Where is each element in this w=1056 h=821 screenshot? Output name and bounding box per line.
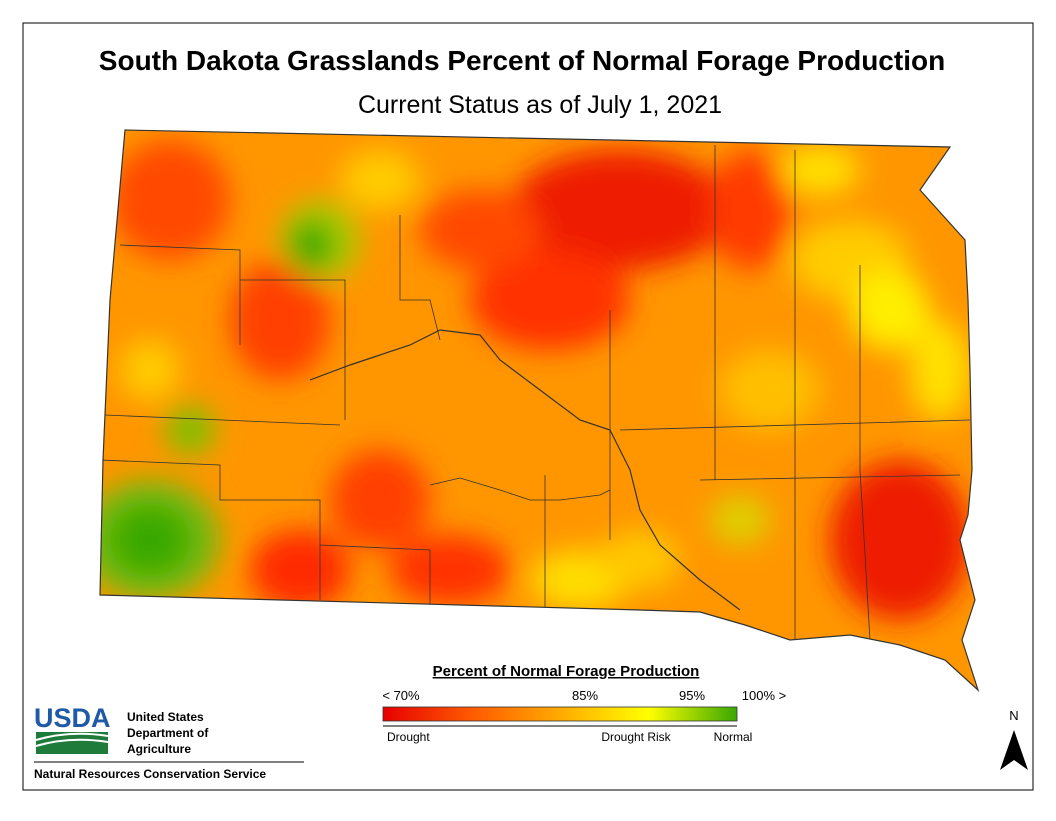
state-outline <box>99 129 980 692</box>
legend: Percent of Normal Forage Production < 70… <box>382 663 786 744</box>
legend-tick: < 70% <box>382 688 420 703</box>
department: United States <box>127 710 204 724</box>
legend-class: Drought <box>387 730 430 744</box>
subtitle: Current Status as of July 1, 2021 <box>358 91 722 119</box>
department: Agriculture <box>127 742 191 756</box>
legend-class: Drought Risk <box>601 730 671 744</box>
usda-logo: USDA United States Department of Agricul… <box>34 703 304 781</box>
border <box>22 22 1034 791</box>
department: Department of <box>127 726 209 740</box>
state-map <box>100 130 978 690</box>
legend-tick: 95% <box>679 688 705 703</box>
legend-bar <box>382 706 738 722</box>
legend-class: Normal <box>714 730 753 744</box>
north-label: N <box>1009 708 1018 723</box>
legend-tick: 85% <box>572 688 598 703</box>
logo-text: USDA <box>34 703 111 733</box>
title: South Dakota Grasslands Percent of Norma… <box>99 45 945 76</box>
legend-title: Percent of Normal Forage Production <box>433 663 700 680</box>
legend-tick: 100% > <box>742 688 786 703</box>
north-arrow: N <box>1000 708 1028 770</box>
service: Natural Resources Conservation Service <box>34 767 266 781</box>
